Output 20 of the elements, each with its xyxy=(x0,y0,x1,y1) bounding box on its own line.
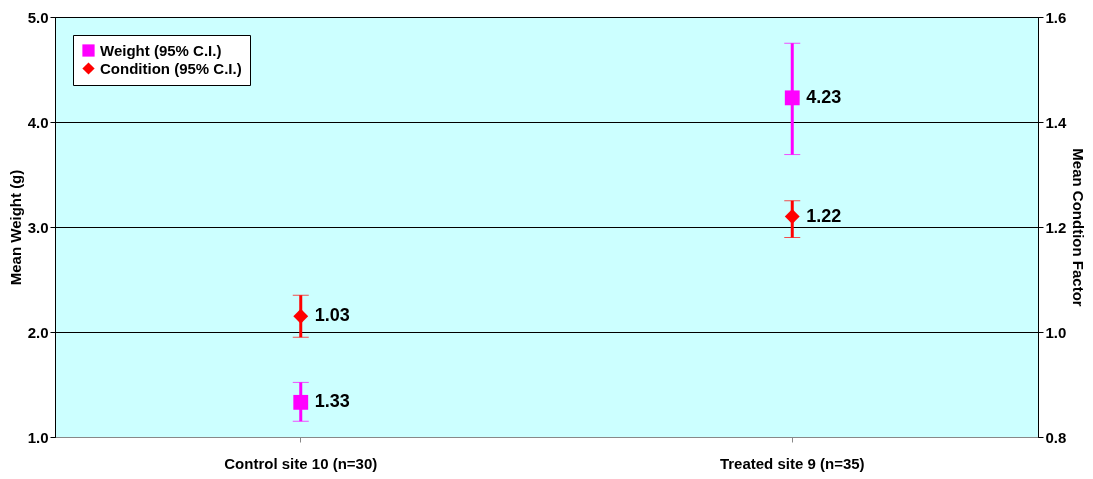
x-tick-label: Control site 10 (n=30) xyxy=(224,454,378,472)
y2-tick-label: 0.8 xyxy=(1045,428,1067,446)
y-tick-label: 5.0 xyxy=(27,8,49,26)
data-label: 1.03 xyxy=(314,305,350,326)
y2-axis-title: Mean Condtion Factor xyxy=(1070,148,1088,307)
legend-label: Weight (95% C.I.) xyxy=(100,41,222,59)
data-label: 4.23 xyxy=(806,86,842,107)
x-tick-label: Treated site 9 (n=35) xyxy=(719,454,865,472)
y2-tick-label: 1.2 xyxy=(1045,218,1067,236)
y-tick-label: 3.0 xyxy=(27,218,49,236)
y-tick-label: 2.0 xyxy=(27,323,49,341)
data-label: 1.33 xyxy=(314,391,350,412)
y-tick-label: 4.0 xyxy=(27,113,49,131)
y2-tick-label: 1.4 xyxy=(1045,113,1068,131)
legend-label: Condition (95% C.I.) xyxy=(100,59,242,77)
y2-tick-label: 1.0 xyxy=(1045,323,1067,341)
y-tick-label: 1.0 xyxy=(27,428,49,446)
y2-tick-label: 1.6 xyxy=(1045,8,1067,26)
y-axis-title: Mean Weight (g) xyxy=(6,169,24,286)
data-label: 1.22 xyxy=(806,205,842,226)
